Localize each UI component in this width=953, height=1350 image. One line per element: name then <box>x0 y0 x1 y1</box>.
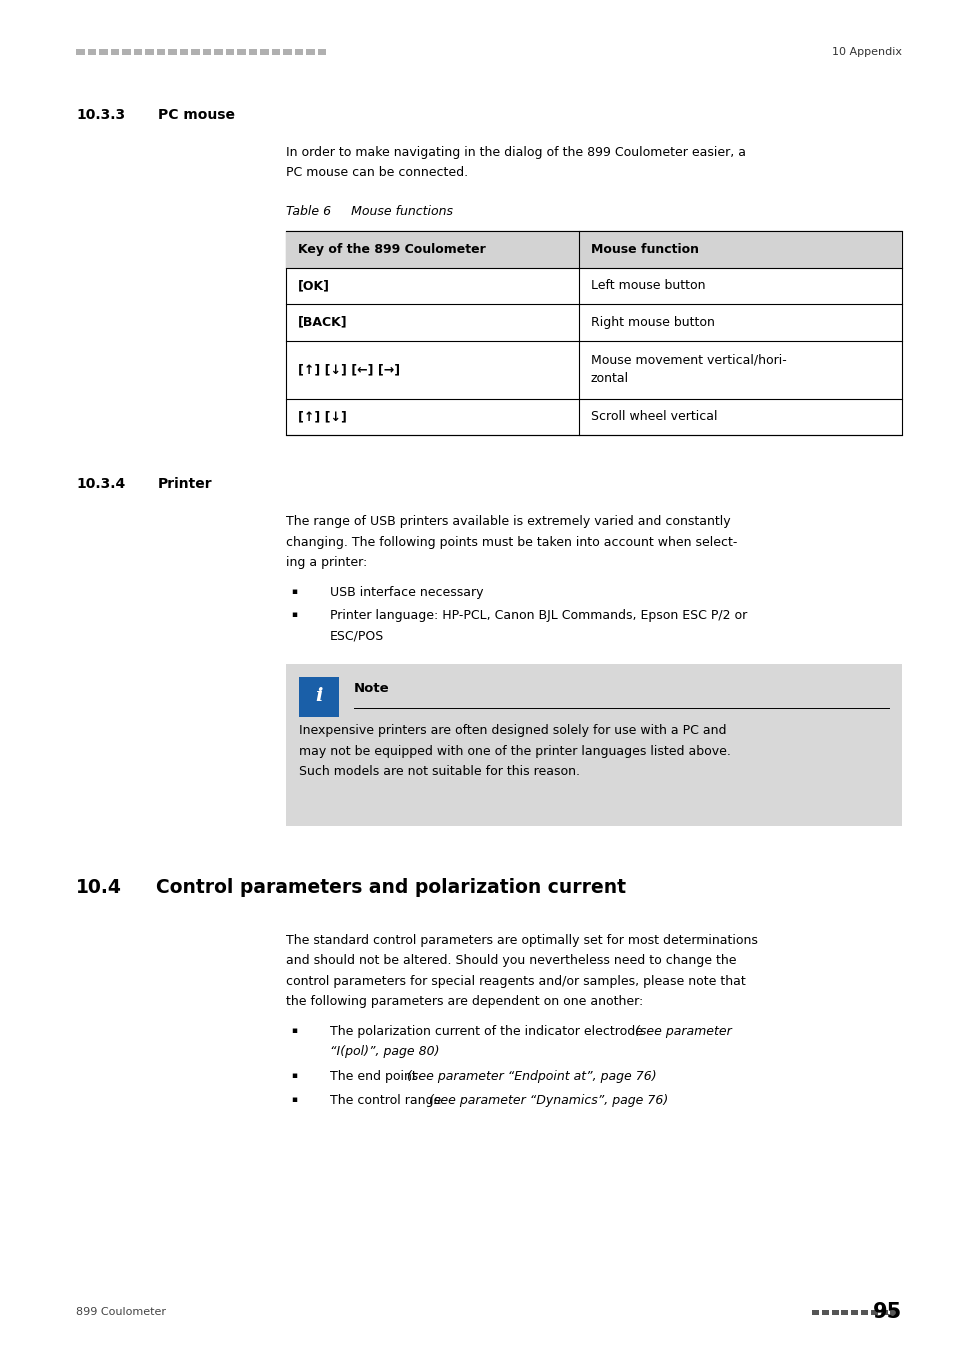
Bar <box>225 50 233 54</box>
Text: The control range: The control range <box>330 1095 445 1107</box>
Bar <box>260 50 268 54</box>
Bar <box>286 231 901 435</box>
Text: Left mouse button: Left mouse button <box>590 279 704 292</box>
Bar <box>850 1310 858 1315</box>
Bar <box>236 50 245 54</box>
Text: the following parameters are dependent on one another:: the following parameters are dependent o… <box>286 995 642 1008</box>
Bar <box>99 50 108 54</box>
Bar <box>202 50 211 54</box>
Text: In order to make navigating in the dialog of the 899 Coulometer easier, a: In order to make navigating in the dialo… <box>286 146 745 159</box>
Bar <box>841 1310 847 1315</box>
Bar <box>213 50 222 54</box>
Text: The standard control parameters are optimally set for most determinations: The standard control parameters are opti… <box>286 934 757 946</box>
Text: The end point: The end point <box>330 1069 420 1083</box>
Bar <box>286 231 901 267</box>
Text: 10.3.4: 10.3.4 <box>76 477 125 491</box>
Bar <box>306 50 314 54</box>
Text: “I(pol)”, page 80): “I(pol)”, page 80) <box>330 1045 439 1058</box>
Text: (see parameter “Endpoint at”, page 76): (see parameter “Endpoint at”, page 76) <box>407 1069 656 1083</box>
Bar <box>248 50 256 54</box>
Text: control parameters for special reagents and/or samples, please note that: control parameters for special reagents … <box>286 975 745 988</box>
Text: [BACK]: [BACK] <box>297 316 347 329</box>
Text: PC mouse: PC mouse <box>158 108 234 122</box>
Text: Inexpensive printers are often designed solely for use with a PC and: Inexpensive printers are often designed … <box>298 725 726 737</box>
Text: changing. The following points must be taken into account when select-: changing. The following points must be t… <box>286 536 737 548</box>
Bar <box>811 1310 818 1315</box>
Bar <box>283 50 292 54</box>
Text: PC mouse can be connected.: PC mouse can be connected. <box>286 166 468 180</box>
Text: ▪: ▪ <box>291 1026 296 1035</box>
Text: and should not be altered. Should you nevertheless need to change the: and should not be altered. Should you ne… <box>286 954 736 968</box>
Text: 10 Appendix: 10 Appendix <box>831 47 901 57</box>
Bar <box>861 1310 867 1315</box>
Text: ▪: ▪ <box>291 586 296 595</box>
Bar <box>179 50 188 54</box>
Text: Mouse function: Mouse function <box>590 243 698 255</box>
Text: (see parameter “Dynamics”, page 76): (see parameter “Dynamics”, page 76) <box>429 1095 667 1107</box>
Text: Key of the 899 Coulometer: Key of the 899 Coulometer <box>297 243 485 255</box>
Bar <box>133 50 142 54</box>
Text: ESC/POS: ESC/POS <box>330 629 384 643</box>
Text: 95: 95 <box>872 1301 901 1322</box>
Text: [↑] [↓]: [↑] [↓] <box>297 410 347 424</box>
Bar <box>870 1310 877 1315</box>
Bar <box>156 50 165 54</box>
Bar <box>88 50 96 54</box>
Text: (see parameter: (see parameter <box>635 1025 731 1038</box>
Text: Table 6     Mouse functions: Table 6 Mouse functions <box>286 205 453 217</box>
Text: Printer language: HP-PCL, Canon BJL Commands, Epson ESC P/2 or: Printer language: HP-PCL, Canon BJL Comm… <box>330 609 746 622</box>
Text: ▪: ▪ <box>291 610 296 620</box>
Text: Mouse movement vertical/hori-: Mouse movement vertical/hori- <box>590 352 785 366</box>
Bar <box>831 1310 838 1315</box>
Text: Such models are not suitable for this reason.: Such models are not suitable for this re… <box>298 765 579 779</box>
Text: Right mouse button: Right mouse button <box>590 316 714 329</box>
Bar <box>821 1310 828 1315</box>
Text: USB interface necessary: USB interface necessary <box>330 586 483 598</box>
Bar <box>111 50 119 54</box>
Bar <box>880 1310 886 1315</box>
Text: zontal: zontal <box>590 373 628 385</box>
Text: Control parameters and polarization current: Control parameters and polarization curr… <box>156 878 625 896</box>
Bar <box>272 50 280 54</box>
Text: ▪: ▪ <box>291 1095 296 1104</box>
Text: i: i <box>315 687 322 705</box>
Bar <box>145 50 153 54</box>
Text: may not be equipped with one of the printer languages listed above.: may not be equipped with one of the prin… <box>298 745 730 757</box>
Bar <box>317 50 326 54</box>
Text: ▪: ▪ <box>291 1071 296 1080</box>
Bar <box>168 50 176 54</box>
Text: Printer: Printer <box>158 477 213 491</box>
Text: Note: Note <box>354 682 389 695</box>
Text: 899 Coulometer: 899 Coulometer <box>76 1307 166 1318</box>
Bar <box>298 676 338 717</box>
Bar <box>191 50 199 54</box>
Text: Scroll wheel vertical: Scroll wheel vertical <box>590 410 717 424</box>
Text: ing a printer:: ing a printer: <box>286 556 367 568</box>
Bar <box>286 664 901 826</box>
Bar <box>76 50 85 54</box>
Text: [↑] [↓] [←] [→]: [↑] [↓] [←] [→] <box>297 363 399 377</box>
Text: [OK]: [OK] <box>297 279 330 292</box>
Bar <box>122 50 131 54</box>
Text: The polarization current of the indicator electrode: The polarization current of the indicato… <box>330 1025 646 1038</box>
Text: 10.3.3: 10.3.3 <box>76 108 125 122</box>
Bar <box>889 1310 897 1315</box>
Text: 10.4: 10.4 <box>76 878 122 896</box>
Text: The range of USB printers available is extremely varied and constantly: The range of USB printers available is e… <box>286 514 730 528</box>
Bar <box>294 50 303 54</box>
